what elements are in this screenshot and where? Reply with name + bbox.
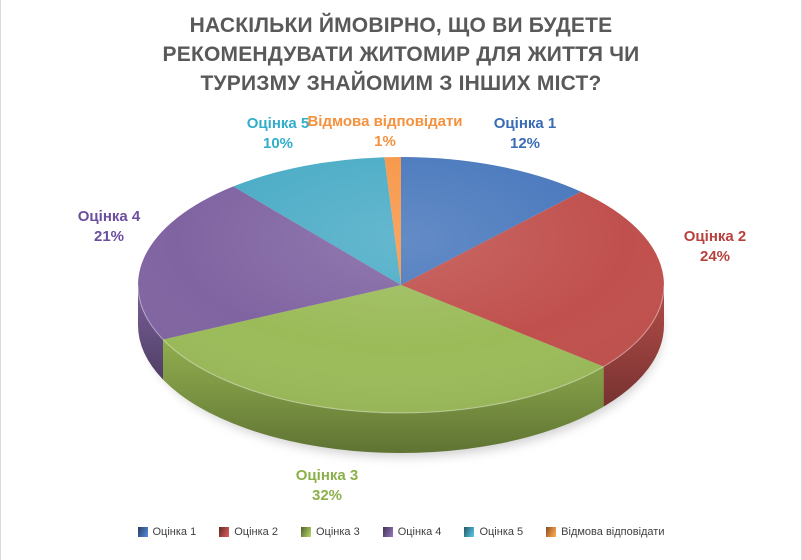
legend-marker-score-1-icon (137, 527, 148, 537)
legend-marker-score-4-icon (382, 527, 393, 537)
pie-rim-highlight (137, 284, 665, 414)
pie-label-percent: 12% (509, 135, 541, 152)
pie-label-category: Відмова відповідати (307, 113, 463, 130)
legend-marker-score-5-icon (464, 527, 475, 537)
legend-label: Оцінка 4 (397, 526, 442, 538)
pie-label-category: Оцінка 2 (683, 228, 747, 245)
pie-side-3 (137, 285, 163, 380)
legend-item-score-2: Оцінка 2 (219, 526, 278, 538)
pie-label-score-2: Оцінка 2 24% (684, 227, 746, 267)
legend-label: Оцінка 3 (315, 526, 360, 538)
legend-item-refuse: Відмова відповідати (546, 526, 665, 538)
pie-side-1 (603, 285, 664, 407)
pie-label-category: Оцінка 3 (295, 467, 359, 484)
pie-label-score-3: Оцінка 3 32% (296, 466, 358, 506)
legend-item-score-4: Оцінка 4 (382, 526, 442, 538)
legend-item-score-5: Оцінка 5 (464, 526, 523, 538)
legend-marker-refuse-icon (546, 527, 557, 537)
legend-marker-score-2-icon (219, 527, 230, 537)
pie-label-score-5: Оцінка 5 10% (247, 114, 309, 154)
pie-label-percent: 1% (374, 133, 396, 150)
pie-label-percent: 10% (262, 135, 294, 152)
legend-label: Оцінка 2 (234, 526, 278, 538)
chart-legend: Оцінка 1 Оцінка 2 Оцінка 3 Оцінка 4 Оцін… (1, 526, 801, 538)
pie-sheen (138, 157, 664, 413)
pie-label-score-1: Оцінка 1 12% (494, 114, 556, 154)
pie-label-refuse: Відмова відповідати 1% (307, 112, 462, 152)
legend-item-score-3: Оцінка 3 (300, 526, 360, 538)
pie-label-percent: 24% (699, 248, 731, 265)
legend-marker-score-3-icon (300, 527, 311, 537)
pie-label-score-4: Оцінка 4 21% (78, 207, 140, 247)
chart-title: НАСКІЛЬКИ ЙМОВІРНО, ЩО ВИ БУДЕТЕ РЕКОМЕН… (162, 14, 640, 95)
legend-label: Оцінка 1 (152, 526, 197, 538)
pie-side-2 (163, 339, 604, 454)
pie-label-category: Оцінка 1 (493, 115, 557, 132)
legend-label: Оцінка 5 (479, 526, 524, 538)
pie-label-category: Оцінка 4 (77, 208, 141, 225)
pie-label-category: Оцінка 5 (246, 115, 310, 132)
pie-label-percent: 32% (311, 487, 343, 504)
legend-item-score-1: Оцінка 1 (137, 526, 197, 538)
legend-label: Відмова відповідати (561, 526, 665, 538)
pie-label-percent: 21% (93, 228, 125, 245)
